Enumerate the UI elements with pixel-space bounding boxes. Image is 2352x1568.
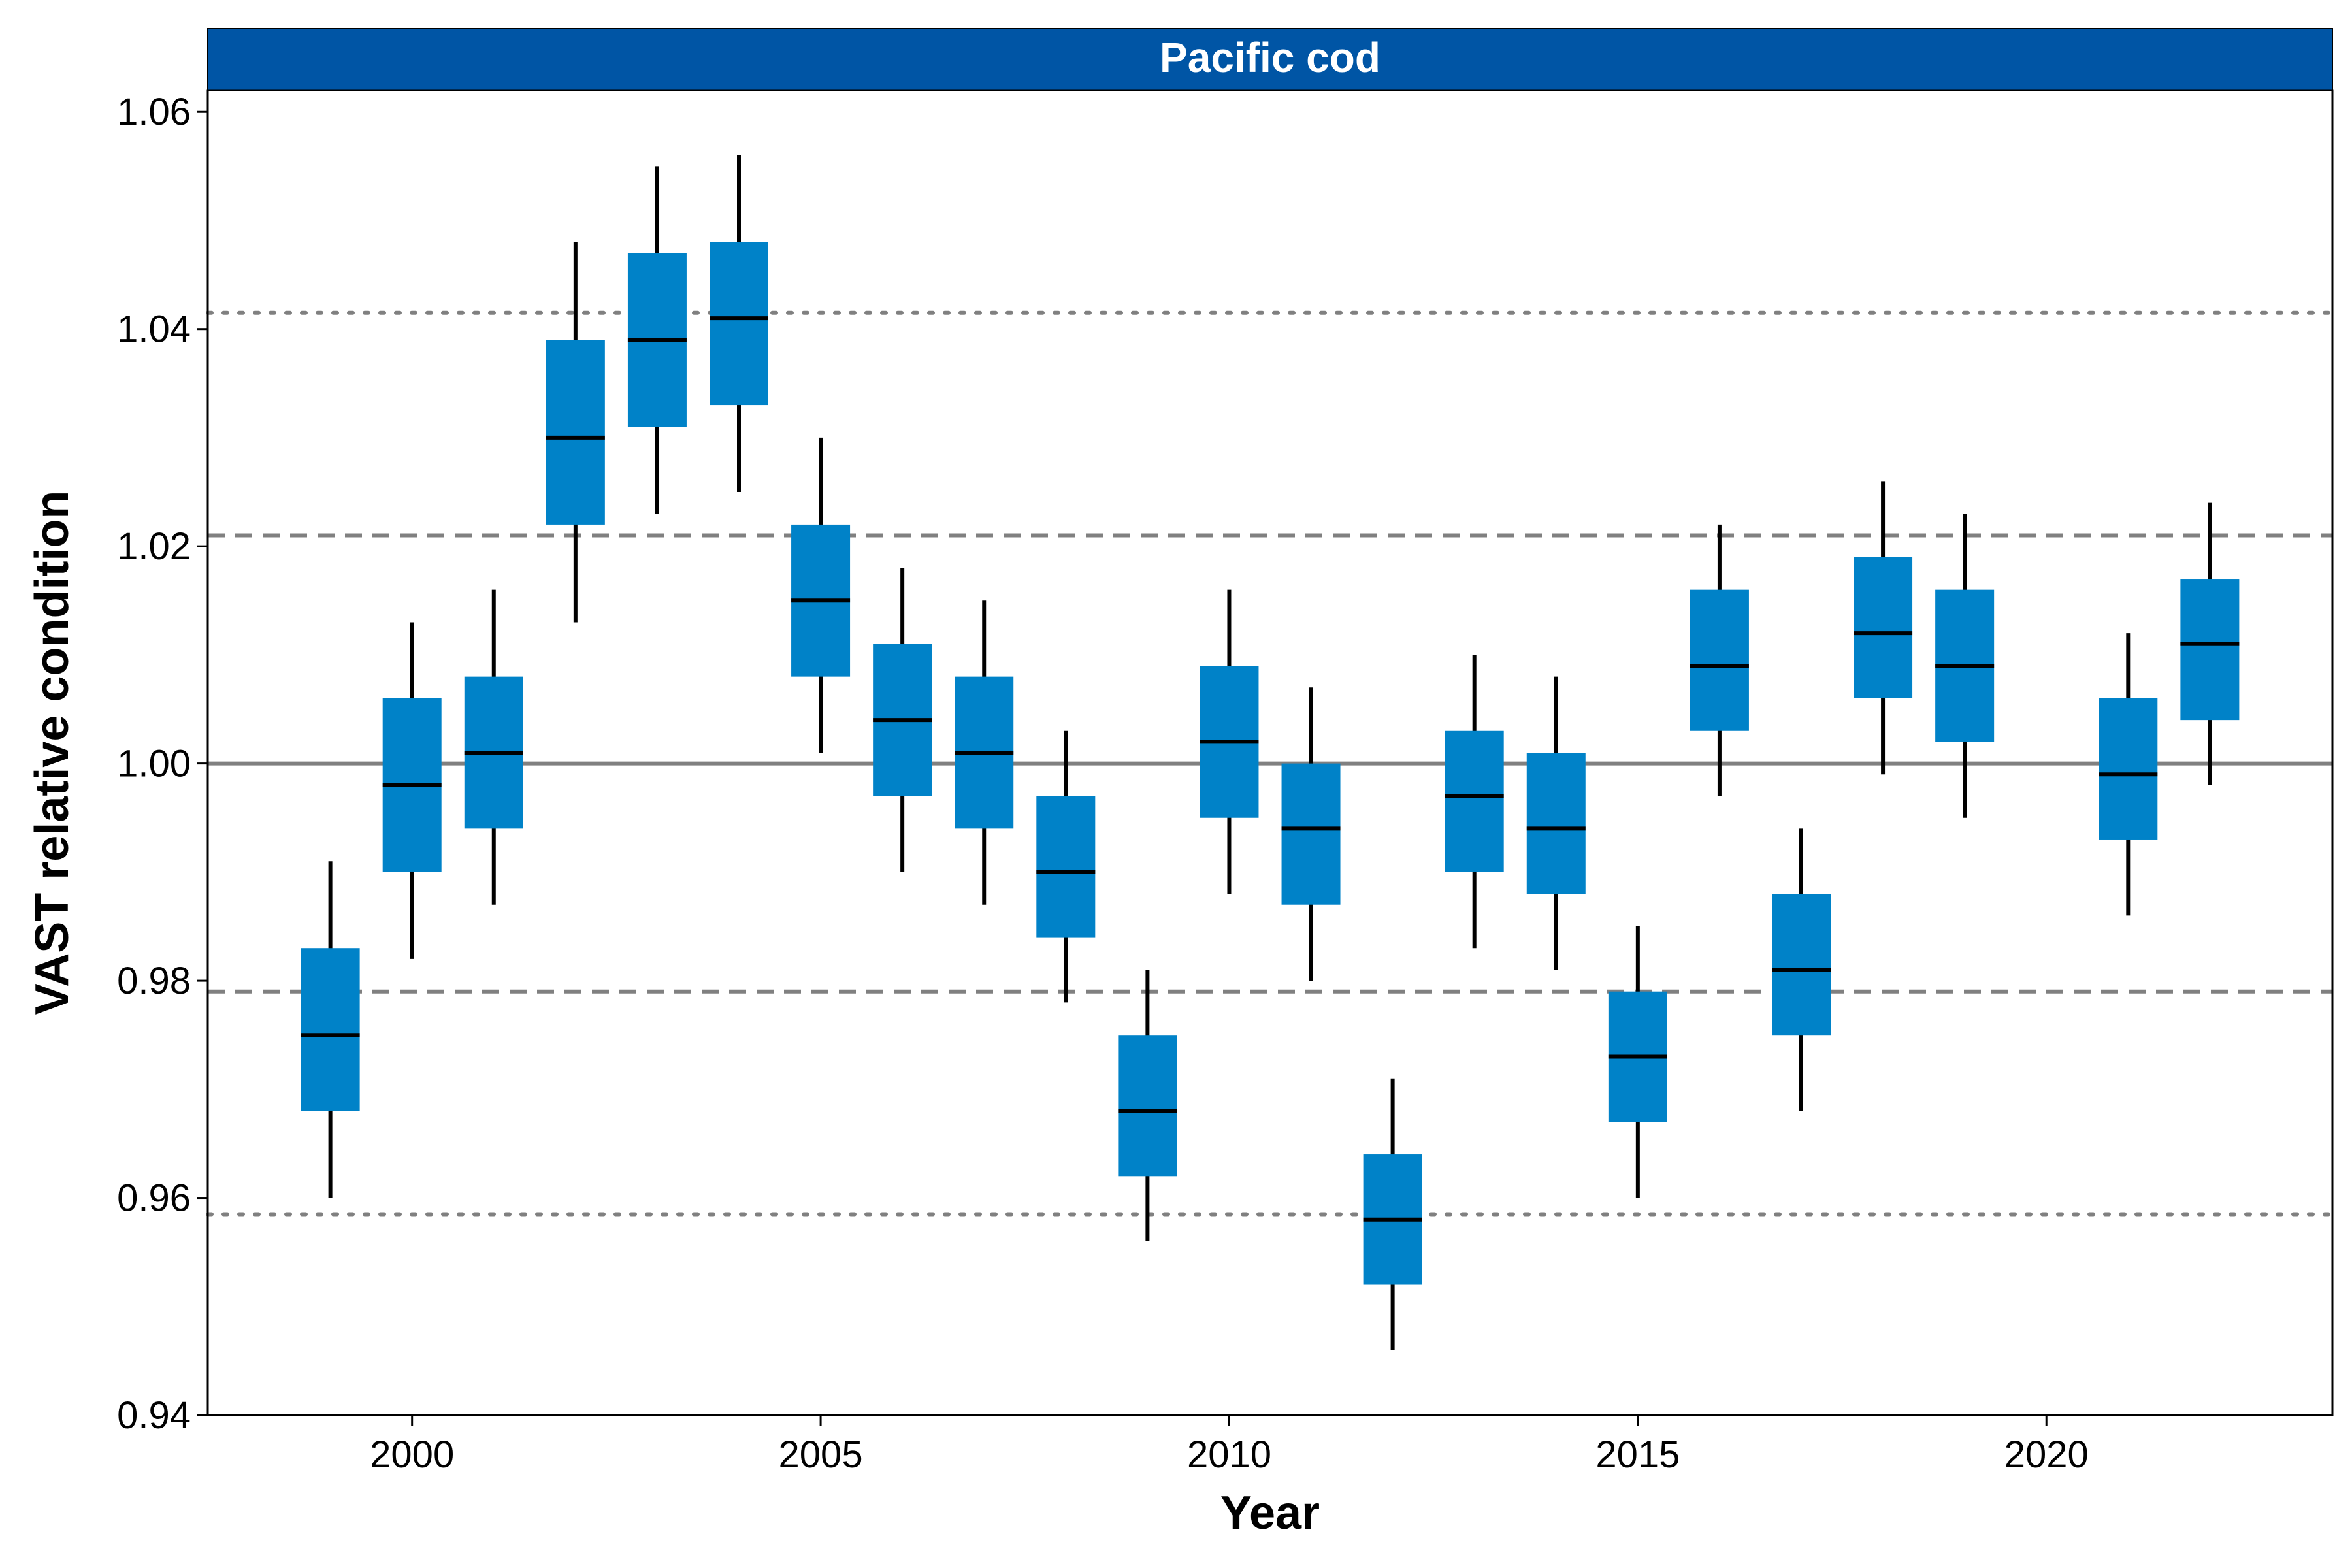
box-2009: [1118, 970, 1177, 1242]
box-2000: [382, 622, 442, 959]
box-2004: [710, 155, 768, 493]
box-2006: [873, 568, 932, 872]
box-body: [1281, 763, 1341, 905]
x-axis-title: Year: [1220, 1487, 1320, 1539]
box-2001: [464, 589, 523, 905]
box-2013: [1445, 655, 1504, 949]
plot-border: [206, 89, 2334, 1416]
box-body: [2099, 698, 2158, 840]
box-2005: [791, 437, 851, 753]
x-axis: 2000 2005 2010 2015 2020: [370, 1415, 2089, 1476]
x-tick-label: 2005: [779, 1433, 863, 1476]
y-tick-label: 0.96: [117, 1177, 191, 1220]
title-strip: Pacific cod: [207, 28, 2333, 91]
x-tick-label: 2010: [1187, 1433, 1271, 1476]
box-2007: [955, 600, 1014, 905]
box-2021: [2099, 633, 2158, 916]
box-2015: [1608, 926, 1667, 1198]
box-2003: [627, 166, 687, 514]
y-tick-label: 1.06: [117, 91, 191, 133]
y-axis: 0.94 0.96 0.98 1.00 1.02 1.04 1.06: [117, 91, 208, 1437]
box-body: [2180, 579, 2240, 721]
box-2002: [546, 242, 605, 623]
box-body: [710, 242, 768, 406]
box-2010: [1200, 589, 1259, 894]
box-body: [1772, 894, 1831, 1036]
box-2019: [1935, 514, 1995, 818]
box-2018: [1854, 481, 1913, 775]
reference-lines: [206, 310, 2334, 1217]
y-tick-label: 1.02: [117, 525, 191, 568]
y-tick-label: 1.04: [117, 308, 191, 351]
x-tick-label: 2015: [1595, 1433, 1680, 1476]
y-tick-label: 0.94: [117, 1394, 191, 1437]
title-strip-background: [207, 28, 2333, 91]
box-body: [1445, 730, 1504, 872]
plot-panel: [208, 90, 2332, 1415]
x-tick-label: 2020: [2004, 1433, 2089, 1476]
y-tick-label: 1.00: [117, 743, 191, 785]
box-2017: [1772, 828, 1831, 1111]
box-body: [1036, 796, 1096, 938]
box-body: [1854, 557, 1913, 698]
y-axis-title: VAST relative condition: [26, 491, 78, 1015]
box-2008: [1036, 730, 1096, 1003]
box-1999: [301, 861, 360, 1198]
x-tick-label: 2000: [370, 1433, 454, 1476]
box-2012: [1363, 1078, 1422, 1350]
boxplot-series: [301, 155, 2240, 1350]
box-body: [1118, 1035, 1177, 1177]
box-body: [1526, 753, 1586, 894]
y-tick-label: 0.98: [117, 960, 191, 1002]
box-2014: [1526, 676, 1586, 970]
box-2011: [1281, 687, 1341, 981]
chart-title: Pacific cod: [1160, 34, 1380, 81]
box-2022: [2180, 502, 2240, 785]
box-body: [1690, 589, 1749, 731]
box-body: [301, 948, 360, 1111]
box-body: [546, 340, 605, 525]
box-2016: [1690, 524, 1749, 796]
